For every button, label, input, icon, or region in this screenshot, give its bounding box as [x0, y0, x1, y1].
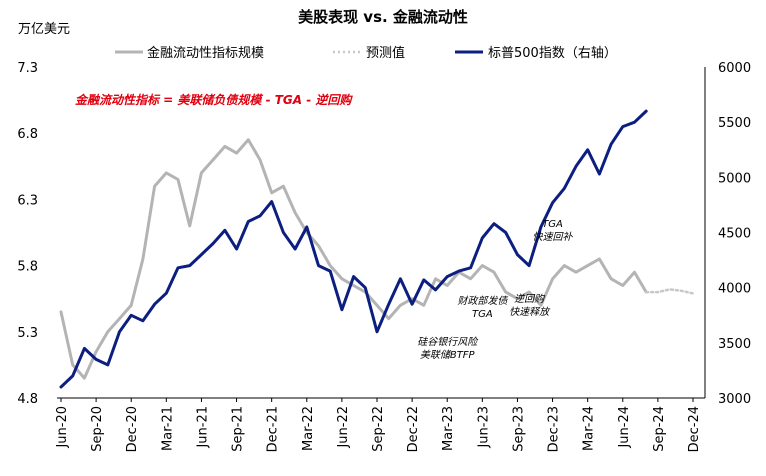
formula-text: 金融流动性指标 = 美联储负债规模 - TGA - 逆回购 — [75, 93, 353, 107]
left-axis-ticks: 7.3 6.8 6.3 5.8 5.3 4.8 — [17, 61, 38, 407]
right-tick-label: 5000 — [718, 171, 751, 186]
x-tick-label: Dec-22 — [406, 406, 421, 452]
series-layer — [61, 111, 693, 387]
x-tick-label: Dec-24 — [687, 406, 702, 452]
annotation-label: 快速释放 — [509, 306, 551, 318]
right-tick-label: 6000 — [718, 61, 751, 76]
x-tick-label: Mar-23 — [441, 406, 456, 451]
legend-forecast-label: 预测值 — [366, 45, 405, 61]
legend-spx-label: 标普500指数（右轴） — [488, 46, 617, 61]
x-tick-label: Dec-23 — [547, 406, 562, 452]
annotation-label: 快速回补 — [533, 231, 574, 243]
left-tick-label: 5.8 — [17, 260, 38, 275]
left-tick-label: 6.3 — [17, 193, 38, 208]
x-tick-label: Mar-22 — [301, 406, 316, 451]
spx-line — [61, 111, 646, 387]
left-tick-label: 6.8 — [17, 127, 38, 142]
x-tick-label: Jun-24 — [617, 406, 632, 449]
x-tick-label: Mar-21 — [160, 406, 175, 451]
annotation-label: 财政部发债 — [457, 295, 508, 307]
forecast-line — [646, 289, 693, 293]
left-axis-unit: 万亿美元 — [18, 22, 70, 37]
left-tick-label: 7.3 — [17, 61, 38, 76]
x-tick-label: Sep-20 — [90, 406, 105, 452]
right-tick-label: 4000 — [718, 282, 751, 297]
x-tick-label: Sep-24 — [652, 406, 667, 452]
liquidity-line — [61, 140, 646, 378]
x-tick-label: Jun-22 — [336, 406, 351, 449]
x-tick-label: Sep-23 — [511, 406, 526, 452]
annotation-label: 美联储BTFP — [420, 349, 476, 361]
x-tick-label: Jun-20 — [55, 406, 70, 449]
x-tick-label: Sep-21 — [231, 406, 246, 452]
left-tick-label: 4.8 — [17, 392, 38, 407]
x-tick-label: Sep-22 — [371, 406, 386, 452]
legend-liquidity-label: 金融流动性指标规模 — [147, 45, 264, 61]
x-axis: Jun-20 Sep-20 Dec-20 Mar-21 Jun-21 Sep-21 Dec-… — [55, 67, 705, 452]
annotation-label: 逆回购 — [514, 293, 546, 305]
x-tick-label: Jun-21 — [195, 406, 210, 449]
x-tick-label: Jun-23 — [476, 406, 491, 449]
right-tick-label: 5500 — [718, 116, 751, 131]
x-tick-label: Dec-21 — [266, 406, 281, 452]
right-tick-label: 3500 — [718, 337, 751, 352]
right-tick-label: 4500 — [718, 227, 751, 242]
chart-title: 美股表现 vs. 金融流动性 — [298, 8, 468, 26]
x-tick-label: Dec-20 — [125, 406, 140, 452]
left-tick-label: 5.3 — [17, 326, 38, 341]
right-tick-label: 3000 — [718, 392, 751, 407]
annotation-label: TGA — [472, 309, 493, 320]
annotation-label: TGA — [542, 219, 563, 230]
legend: 金融流动性指标规模 预测值 标普500指数（右轴） — [115, 45, 617, 61]
right-axis-ticks: 6000 5500 5000 4500 4000 3500 3000 — [718, 61, 751, 407]
annotation-label: 硅谷银行风险 — [417, 336, 479, 348]
x-tick-label: Mar-24 — [582, 406, 597, 451]
